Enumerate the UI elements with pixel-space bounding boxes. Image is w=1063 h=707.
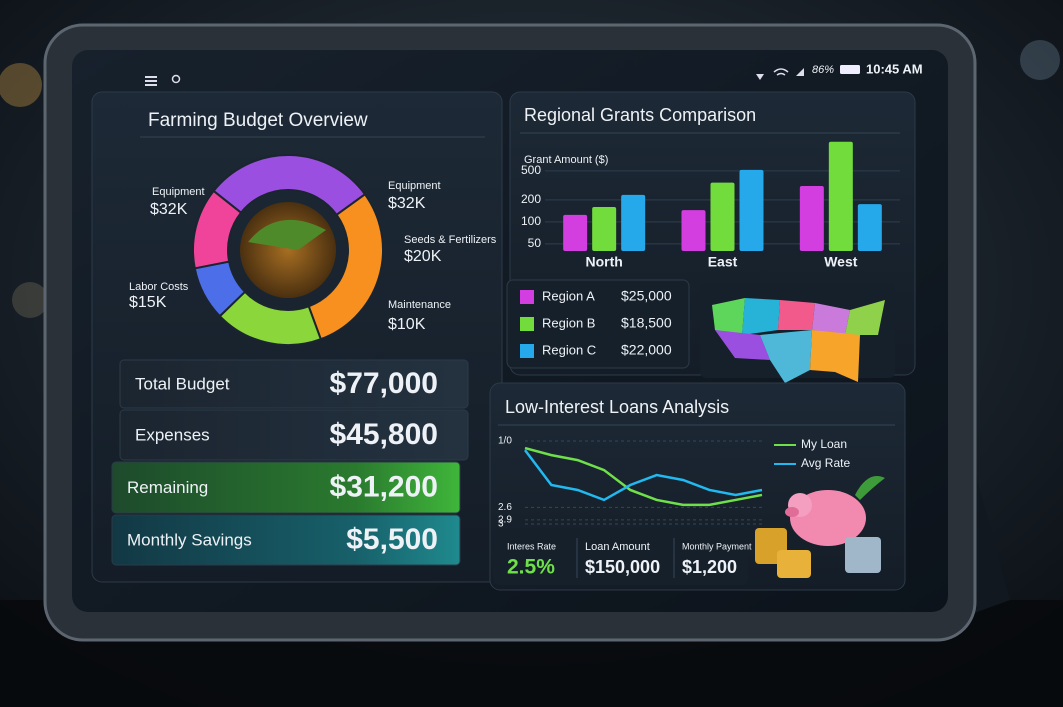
- donut-label: Equipment: [388, 180, 441, 192]
- summary-value: $45,800: [330, 418, 438, 451]
- map-region: [810, 330, 860, 382]
- panel-title: Regional Grants Comparison: [524, 105, 756, 125]
- battery-percent: 86%: [812, 64, 834, 76]
- donut-value: $32K: [388, 195, 426, 212]
- piggy-bank: [755, 476, 885, 578]
- legend-swatch: [520, 290, 534, 304]
- bar: [857, 204, 882, 251]
- bar: [739, 169, 764, 251]
- map-region: [760, 330, 812, 383]
- donut-value: $32K: [150, 201, 188, 218]
- summary-value: $31,200: [330, 470, 438, 503]
- donut-label: Maintenance: [388, 299, 451, 311]
- summary-label: Remaining: [127, 478, 208, 497]
- menu-icon: [145, 80, 157, 82]
- map-region: [715, 330, 770, 360]
- field-patch: [248, 219, 326, 250]
- summary-row: [119, 409, 469, 461]
- us-map: [700, 283, 895, 383]
- x-tick-label: West: [824, 254, 858, 270]
- bar: [799, 186, 824, 251]
- grant-total: $22,000: [621, 342, 672, 358]
- donut-label: Labor Costs: [129, 281, 189, 293]
- panel-title: Low-Interest Loans Analysis: [505, 397, 729, 417]
- bar: [592, 207, 617, 251]
- y-tick-label: 100: [521, 214, 541, 228]
- line-series: [524, 446, 763, 507]
- y-tick-label: 2.9: [498, 514, 512, 525]
- bar: [681, 210, 706, 251]
- summary-label: Monthly Savings: [127, 530, 252, 549]
- summary-label: Total Budget: [135, 374, 230, 393]
- loan-stat-label: Interes Rate: [507, 541, 556, 551]
- pig-snout: [785, 507, 799, 517]
- panel-title: Farming Budget Overview: [148, 110, 368, 131]
- grant-total: $18,500: [621, 315, 672, 331]
- x-tick-label: North: [586, 254, 623, 270]
- donut-segment: [192, 189, 243, 270]
- donut-center: [240, 202, 336, 298]
- summary-row: [111, 461, 461, 514]
- donut-value: $15K: [129, 294, 167, 311]
- clock: 10:45 AM: [866, 61, 923, 76]
- y-tick-label: 2.6: [498, 502, 512, 513]
- map-region: [742, 298, 780, 335]
- x-tick-label: East: [708, 254, 738, 270]
- summary-row: [111, 514, 461, 566]
- map-region: [845, 300, 885, 335]
- signal-icon: [756, 74, 764, 80]
- line-series: [524, 449, 763, 502]
- loan-stat-label: Monthly Payment: [682, 541, 752, 551]
- donut-label: Equipment: [152, 186, 205, 198]
- bar: [710, 182, 735, 251]
- loan-stat-value: $1,200: [682, 557, 737, 577]
- summary-value: $77,000: [330, 367, 438, 400]
- menu-icon: [145, 84, 157, 86]
- donut-value: $10K: [388, 316, 426, 333]
- y-tick-label: 3: [498, 519, 504, 530]
- coin-stack: [777, 550, 811, 578]
- y-tick-label: 50: [528, 236, 542, 250]
- map-region: [778, 300, 815, 330]
- bokeh: [0, 63, 42, 107]
- loan-stat-value: 2.5%: [507, 556, 555, 579]
- bokeh: [1020, 40, 1060, 80]
- axis-label: Grant Amount ($): [524, 154, 608, 166]
- legend-label: Avg Rate: [801, 456, 850, 470]
- bokeh: [12, 282, 48, 318]
- summary-label: Expenses: [135, 425, 210, 444]
- donut-label: Seeds & Fertilizers: [404, 234, 497, 246]
- legend-swatch: [520, 344, 534, 358]
- legend-swatch: [520, 317, 534, 331]
- y-tick-label: 1/0: [498, 436, 512, 447]
- loan-stat-label: Loan Amount: [585, 541, 650, 553]
- wifi-icon: [773, 68, 789, 76]
- legend-label: Region A: [542, 288, 595, 303]
- y-tick-label: 200: [521, 192, 541, 206]
- map-region: [712, 298, 745, 335]
- summary-value: $5,500: [346, 523, 438, 556]
- bar: [563, 214, 588, 251]
- legend-label: Region C: [542, 342, 596, 357]
- legend-label: Region B: [542, 315, 595, 330]
- map-region: [812, 303, 850, 335]
- loan-stat-value: $150,000: [585, 557, 660, 577]
- cell-icon: [796, 68, 804, 76]
- summary-row: [119, 359, 469, 409]
- coin-stack: [845, 537, 881, 573]
- y-tick-label: 500: [521, 163, 541, 177]
- donut-value: $20K: [404, 248, 442, 265]
- battery-icon: [840, 65, 860, 74]
- status-bar: 86% 10:45 AM: [145, 61, 923, 86]
- legend-label: My Loan: [801, 437, 847, 451]
- grants-legend-box: [506, 279, 690, 369]
- bar: [828, 141, 853, 251]
- grant-total: $25,000: [621, 288, 672, 304]
- menu-icon[interactable]: [145, 76, 157, 78]
- search-icon[interactable]: [171, 74, 181, 84]
- plant-leaf: [855, 476, 885, 500]
- bar: [621, 194, 646, 251]
- loan-stats-box: [493, 530, 748, 585]
